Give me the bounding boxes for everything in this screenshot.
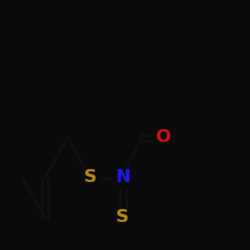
Circle shape bbox=[112, 167, 133, 188]
Circle shape bbox=[152, 127, 173, 148]
Text: S: S bbox=[84, 168, 96, 186]
Text: S: S bbox=[116, 208, 129, 226]
Text: O: O bbox=[155, 128, 170, 146]
Text: N: N bbox=[115, 168, 130, 186]
Circle shape bbox=[80, 167, 100, 188]
Circle shape bbox=[112, 207, 133, 228]
